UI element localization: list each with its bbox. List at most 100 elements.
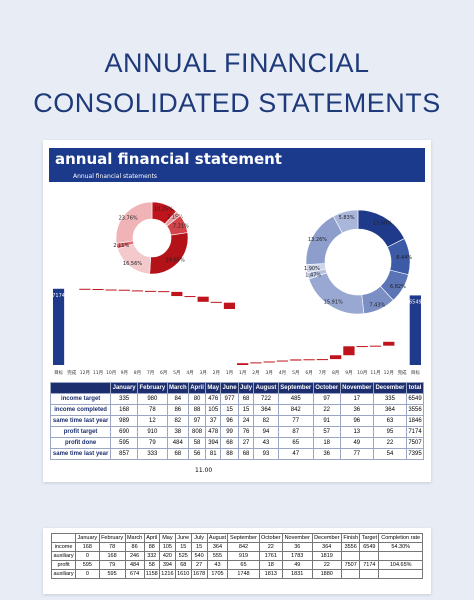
x-tick-label: 10月 [106, 370, 116, 376]
row-label: income [50, 542, 77, 552]
cell: 63 [372, 415, 407, 427]
cell: 86 [166, 404, 189, 416]
cell: 58 [187, 437, 207, 449]
x-tick-label: 10月 [357, 370, 367, 376]
cell: 394 [205, 437, 222, 449]
cell: 1610 [174, 569, 192, 579]
step-bar [290, 359, 302, 361]
cell: 919 [227, 551, 260, 561]
cell: 18 [258, 560, 284, 570]
header-row: January February March April May June July Augu… [49, 382, 425, 394]
column-header: Target [359, 533, 380, 543]
column-header: June [174, 533, 192, 543]
x-tick-label: 7月 [319, 370, 326, 376]
cell: 595 [110, 437, 139, 449]
x-tick-label: 9月 [121, 370, 128, 376]
table: January February March April May June July Augu… [49, 382, 425, 460]
step-bar [171, 291, 183, 297]
table-row: profit done 595 79 484 58 394 68 27 43 65 18 49 22 75… [49, 437, 425, 449]
cell: 24 [237, 415, 255, 427]
cell: 168 [75, 542, 100, 552]
column-header: December [311, 533, 342, 543]
x-tick-label: 3月 [199, 370, 206, 376]
column-header: September [227, 533, 260, 543]
cell: 97 [187, 415, 207, 427]
cell: 1748 [227, 569, 260, 579]
cell: 54.30% [378, 542, 423, 552]
cell: 1216 [158, 569, 176, 579]
table-row: profit 595 79 484 58 394 68 27 43 65 18 49 22 7507 717… [50, 560, 423, 570]
step-bar [316, 359, 328, 361]
cell: 168 [98, 551, 126, 561]
x-tick-label: 8月 [134, 370, 141, 376]
step-bar [369, 345, 382, 347]
cell: 68 [237, 393, 255, 405]
cell: 15 [174, 542, 192, 552]
column-header: August [206, 533, 229, 543]
cell: 989 [110, 415, 139, 427]
cell [378, 551, 423, 561]
column-header: June [220, 382, 239, 394]
column-header: February [137, 382, 168, 394]
cell [340, 569, 361, 579]
x-tick-label: 4月 [279, 370, 286, 376]
cell: 674 [124, 569, 145, 579]
step-bar [131, 290, 143, 292]
cell: 82 [166, 415, 189, 427]
cell: 36 [312, 448, 341, 460]
cell: 99 [220, 426, 239, 438]
table-row: profit target 690 910 38 808 478 99 76 94 87 57 13 9… [49, 426, 425, 438]
column-header: October [312, 382, 341, 394]
cell: 6549 [405, 393, 425, 405]
step-bar [263, 361, 275, 363]
cell: 68 [174, 560, 192, 570]
row-label: profit target [49, 426, 112, 438]
table-row: same time last year 989 12 82 97 37 96 24 82 77 91… [49, 415, 425, 427]
header-title: CONSOLIDATED STATEMENTS [33, 88, 441, 118]
cell: 364 [311, 542, 342, 552]
step-bar [158, 291, 170, 293]
cell: 722 [253, 393, 279, 405]
cell: 22 [311, 560, 342, 570]
cell: 7507 [405, 437, 425, 449]
cell: 38 [166, 426, 189, 438]
cell: 77 [277, 415, 314, 427]
sheet: annual financial statement Annual financ… [49, 148, 425, 474]
x-tick-label: 3月 [266, 370, 273, 376]
cell: 335 [372, 393, 407, 405]
cell: 857 [110, 448, 139, 460]
cell: 76 [237, 426, 255, 438]
cell: 484 [124, 560, 145, 570]
cell: 77 [339, 448, 374, 460]
cell: 332 [143, 551, 160, 561]
cell: 476 [205, 393, 222, 405]
column-header: July [237, 382, 255, 394]
cell: 1761 [258, 551, 284, 561]
table-card: January February March April May June July Augu… [43, 528, 431, 594]
column-header: July [190, 533, 208, 543]
column-header: March [124, 533, 145, 543]
x-tick-label: 5月 [292, 370, 299, 376]
table-row: auxiliary 0 595 674 1158 1216 1610 1678 1705 1748… [50, 569, 423, 579]
cell: 1880 [311, 569, 342, 579]
table: January February March April May June July Augu… [50, 533, 423, 579]
cell: 43 [253, 437, 279, 449]
column-header: April [187, 382, 207, 394]
table-row: income target 335 980 84 80 476 977 68 722 485 97 1… [49, 393, 425, 405]
donut-slice [115, 201, 153, 244]
cell: 13 [339, 426, 374, 438]
cell: 96 [339, 415, 374, 427]
cell: 17 [339, 393, 374, 405]
header-cell [50, 533, 77, 543]
cell: 842 [227, 542, 260, 552]
step-bar [250, 362, 262, 364]
x-tick-label: 5月 [173, 370, 180, 376]
cell: 1705 [206, 569, 229, 579]
donut-slice [357, 209, 405, 248]
cell [359, 569, 380, 579]
cell: 333 [137, 448, 168, 460]
cell: 12 [137, 415, 168, 427]
cell: 88 [143, 542, 160, 552]
donut-slice [332, 209, 359, 234]
